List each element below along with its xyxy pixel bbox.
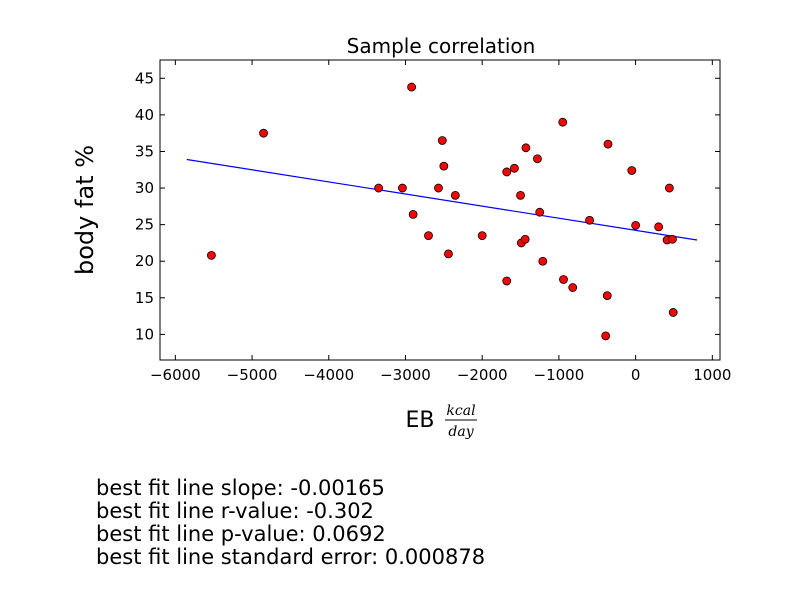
y-tick-label: 15 [135,289,154,307]
data-point-25 [568,283,578,292]
data-point-10 [444,249,453,259]
data-point-16 [516,190,525,200]
plot-area: −6000 −5000 −4000 −3000 −2000 −1000 0 1000 10 15… [135,59,731,384]
data-point-18 [520,234,530,244]
data-point-2 [374,183,384,193]
x-tick-label: 0 [631,366,641,384]
data-point-21 [535,207,545,217]
stat-r-value: best fit line r-value: -0.302 [96,499,374,523]
data-point-34 [664,183,674,193]
y-axis-label: body fat % [71,145,99,275]
x-axis-label-numerator: kcal [446,403,475,419]
data-point-13 [502,167,512,177]
data-point-23 [558,117,568,127]
x-tick-label: −3000 [380,366,431,384]
data-point-19 [521,143,531,153]
x-tick-label: 1000 [693,366,731,384]
y-tick-label: 45 [135,69,154,87]
y-tick-label: 25 [135,216,154,234]
data-point-32 [654,222,664,232]
x-tick-label: −2000 [457,366,508,384]
stat-p-value: best fit line p-value: 0.0692 [96,522,386,546]
y-axis-ticks: 10 15 20 25 30 35 40 45 [135,69,720,343]
y-tick-label: 10 [135,325,154,343]
x-axis-ticks: −6000 −5000 −4000 −3000 −2000 −1000 0 1000 [150,60,731,384]
x-axis-label-text: EB [406,408,435,433]
fit-statistics: best fit line slope: -0.00165 best fit l… [96,477,485,569]
data-point-36 [668,308,678,317]
data-point-3 [398,183,407,193]
data-point-15 [510,163,519,173]
data-point-27 [601,331,611,341]
best-fit-line [186,158,698,241]
data-point-29 [603,139,613,149]
x-axis-label: EB kcal day [406,403,477,440]
x-tick-label: −6000 [150,366,201,384]
data-point-35 [668,234,677,244]
y-tick-label: 30 [135,179,154,197]
data-point-0 [206,250,216,260]
data-point-9 [439,161,449,171]
plot-frame [159,59,721,361]
stat-slope: best fit line slope: -0.00165 [96,476,385,500]
data-point-20 [533,154,542,164]
data-point-28 [602,291,612,301]
data-point-8 [437,136,447,145]
data-point-22 [538,256,548,266]
data-point-14 [502,276,512,286]
x-tick-label: −4000 [303,366,354,384]
data-points [206,82,678,341]
data-point-26 [585,215,594,225]
data-point-5 [408,209,418,219]
data-point-11 [450,190,460,200]
y-tick-label: 20 [135,252,154,270]
data-point-4 [407,82,417,92]
data-point-7 [434,183,443,193]
x-tick-label: −1000 [534,366,585,384]
data-point-30 [627,166,637,175]
chart-title: Sample correlation [347,34,536,58]
data-point-24 [559,275,568,284]
data-point-31 [631,220,641,230]
x-axis-label-denominator: day [448,424,474,440]
data-point-6 [424,231,433,241]
x-tick-label: −5000 [227,366,278,384]
data-point-12 [477,231,487,241]
y-tick-label: 40 [135,106,154,124]
y-tick-label: 35 [135,142,154,160]
stat-standard-error: best fit line standard error: 0.000878 [96,545,486,569]
data-point-1 [259,128,268,138]
